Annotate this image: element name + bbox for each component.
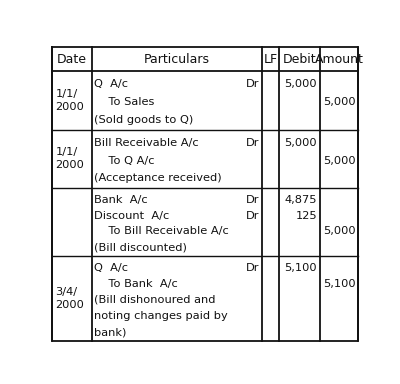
Text: 5,000: 5,000 [323,226,356,236]
Text: Debit: Debit [283,53,316,66]
Text: 5,000: 5,000 [323,97,356,107]
Text: Bill Receivable A/c: Bill Receivable A/c [94,138,199,148]
Text: (Bill dishonoured and: (Bill dishonoured and [94,295,216,305]
Text: 5,000: 5,000 [323,156,356,166]
Text: Dr: Dr [246,195,260,205]
Text: Q  A/c: Q A/c [94,79,128,89]
Text: Amount: Amount [315,53,364,66]
Text: 1/1/
2000: 1/1/ 2000 [55,147,84,170]
Text: Dr: Dr [246,79,260,89]
Text: Particulars: Particulars [144,53,210,66]
Text: noting changes paid by: noting changes paid by [94,311,228,321]
Text: To Bill Receivable A/c: To Bill Receivable A/c [94,226,229,236]
Text: LF: LF [264,53,278,66]
Text: 125: 125 [296,210,317,220]
Text: Dr: Dr [246,263,260,273]
Text: 1/1/
2000: 1/1/ 2000 [55,89,84,112]
Text: To Q A/c: To Q A/c [94,156,155,166]
Text: (Acceptance received): (Acceptance received) [94,173,222,183]
Text: 4,875: 4,875 [285,195,317,205]
Text: (Sold goods to Q): (Sold goods to Q) [94,115,194,125]
Text: 5,100: 5,100 [323,279,356,289]
Text: Dr: Dr [246,210,260,220]
Text: 5,000: 5,000 [284,79,317,89]
Text: 3/4/
2000: 3/4/ 2000 [55,287,84,310]
Text: Bank  A/c: Bank A/c [94,195,148,205]
Text: 5,100: 5,100 [284,263,317,273]
Text: Dr: Dr [246,138,260,148]
Text: To Bank  A/c: To Bank A/c [94,279,178,289]
Text: (Bill discounted): (Bill discounted) [94,242,187,252]
Text: bank): bank) [94,327,127,337]
Text: Discount  A/c: Discount A/c [94,210,170,220]
Text: To Sales: To Sales [94,97,155,107]
Text: 5,000: 5,000 [284,138,317,148]
Text: Date: Date [57,53,87,66]
Text: Q  A/c: Q A/c [94,263,128,273]
